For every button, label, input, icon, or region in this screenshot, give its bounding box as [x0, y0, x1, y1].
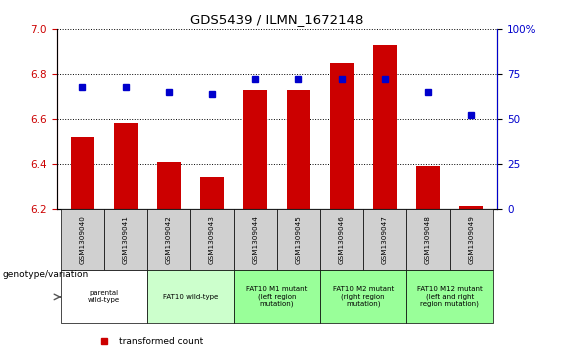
Text: FAT10 M12 mutant
(left and right
region mutation): FAT10 M12 mutant (left and right region … — [417, 286, 483, 307]
Text: GSM1309049: GSM1309049 — [468, 215, 474, 264]
Text: GSM1309041: GSM1309041 — [123, 215, 129, 264]
Text: GSM1309043: GSM1309043 — [209, 215, 215, 264]
Bar — [147, 209, 190, 270]
Title: GDS5439 / ILMN_1672148: GDS5439 / ILMN_1672148 — [190, 13, 363, 26]
Bar — [363, 209, 406, 270]
Bar — [200, 177, 224, 209]
Bar — [157, 162, 181, 209]
Bar — [147, 270, 234, 323]
Text: transformed count: transformed count — [119, 337, 203, 346]
Text: GSM1309047: GSM1309047 — [382, 215, 388, 264]
Bar — [459, 207, 483, 209]
Text: FAT10 wild-type: FAT10 wild-type — [163, 294, 218, 300]
Bar — [320, 270, 406, 323]
Bar — [234, 209, 277, 270]
Bar — [277, 209, 320, 270]
Text: GSM1309042: GSM1309042 — [166, 215, 172, 264]
Text: GSM1309040: GSM1309040 — [80, 215, 85, 264]
Bar — [320, 209, 363, 270]
Bar — [406, 209, 450, 270]
Text: GSM1309044: GSM1309044 — [252, 215, 258, 264]
Bar — [286, 90, 310, 209]
Bar — [104, 209, 147, 270]
Bar — [406, 270, 493, 323]
Text: GSM1309045: GSM1309045 — [295, 215, 302, 264]
Text: FAT10 M2 mutant
(right region
mutation): FAT10 M2 mutant (right region mutation) — [333, 286, 394, 307]
Text: GSM1309046: GSM1309046 — [338, 215, 345, 264]
Bar — [190, 209, 234, 270]
Bar — [71, 137, 94, 209]
Bar — [416, 166, 440, 209]
Text: parental
wild-type: parental wild-type — [88, 290, 120, 303]
Bar — [234, 270, 320, 323]
Text: FAT10 M1 mutant
(left region
mutation): FAT10 M1 mutant (left region mutation) — [246, 286, 307, 307]
Bar — [61, 270, 147, 323]
Bar — [61, 209, 104, 270]
Text: genotype/variation: genotype/variation — [3, 270, 89, 278]
Text: GSM1309048: GSM1309048 — [425, 215, 431, 264]
Bar — [244, 90, 267, 209]
Bar — [330, 63, 354, 209]
Bar — [114, 123, 137, 209]
Bar — [450, 209, 493, 270]
Bar — [373, 45, 397, 209]
